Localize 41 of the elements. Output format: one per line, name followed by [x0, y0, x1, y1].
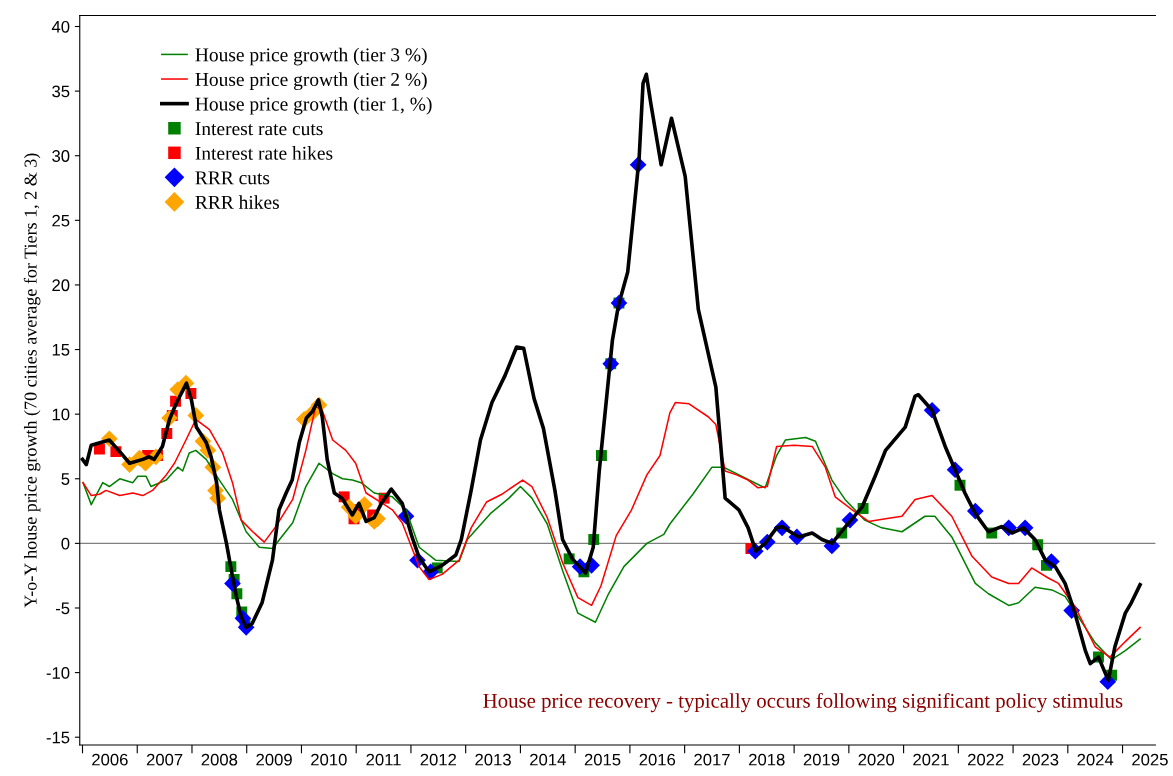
x-tick-label: 2011: [366, 753, 401, 766]
x-tick-label: 2014: [530, 753, 566, 766]
x-tick-label: 2010: [311, 753, 347, 766]
x-tick-label: 2020: [858, 753, 895, 766]
y-tick-label: 30: [52, 150, 70, 162]
legend-label: House price growth (tier 3 %): [195, 47, 427, 66]
x-tick-label: 2025: [1132, 753, 1168, 766]
y-tick-label: -5: [55, 602, 70, 615]
x-tick-label: 2007: [146, 753, 183, 766]
x-tick-label: 2006: [92, 753, 128, 766]
x-tick-label: 2009: [256, 753, 292, 766]
x-tick-label: 2008: [201, 753, 238, 766]
y-tick-label: 35: [52, 85, 70, 98]
x-tick-label: 2023: [1022, 753, 1059, 766]
y-tick-label: -15: [46, 731, 70, 744]
y-tick-label: 40: [51, 20, 70, 33]
x-tick-label: 2022: [968, 753, 1004, 766]
legend-label: House price growth (tier 2 %): [195, 72, 427, 91]
x-tick-label: 2015: [584, 753, 621, 766]
x-tick-label: 2018: [749, 753, 785, 766]
y-axis-title: Y-o-Y house price growth (70 cities average for Tiers 1, 2 & 3): [23, 153, 41, 608]
legend-label: Interest rate cuts: [195, 122, 323, 136]
y-tick-label: 10: [52, 408, 70, 421]
x-tick-label: 2024: [1077, 753, 1114, 766]
y-tick-label: 5: [61, 473, 70, 485]
y-tick-label: 25: [52, 214, 70, 227]
annotation: House price recovery - typically occurs following significant policy stimulus: [483, 692, 1123, 713]
x-tick-label: 2012: [420, 753, 457, 766]
y-tick-label: 20: [52, 279, 70, 292]
y-tick-label: 0: [61, 537, 70, 550]
x-tick-label: 2021: [913, 753, 949, 766]
y-tick-label: -10: [46, 667, 70, 679]
legend-label: RRR hikes: [195, 195, 279, 209]
x-tick-label: 2016: [639, 753, 676, 766]
legend-label: House price growth (tier 1, %): [195, 96, 432, 115]
x-tick-label: 2017: [694, 753, 730, 766]
x-tick-label: 2019: [803, 753, 840, 766]
legend-label: RRR cuts: [195, 171, 270, 185]
x-tick-label: 2013: [475, 753, 511, 766]
y-tick-label: 15: [52, 344, 70, 356]
legend-label: Interest rate hikes: [195, 146, 333, 160]
